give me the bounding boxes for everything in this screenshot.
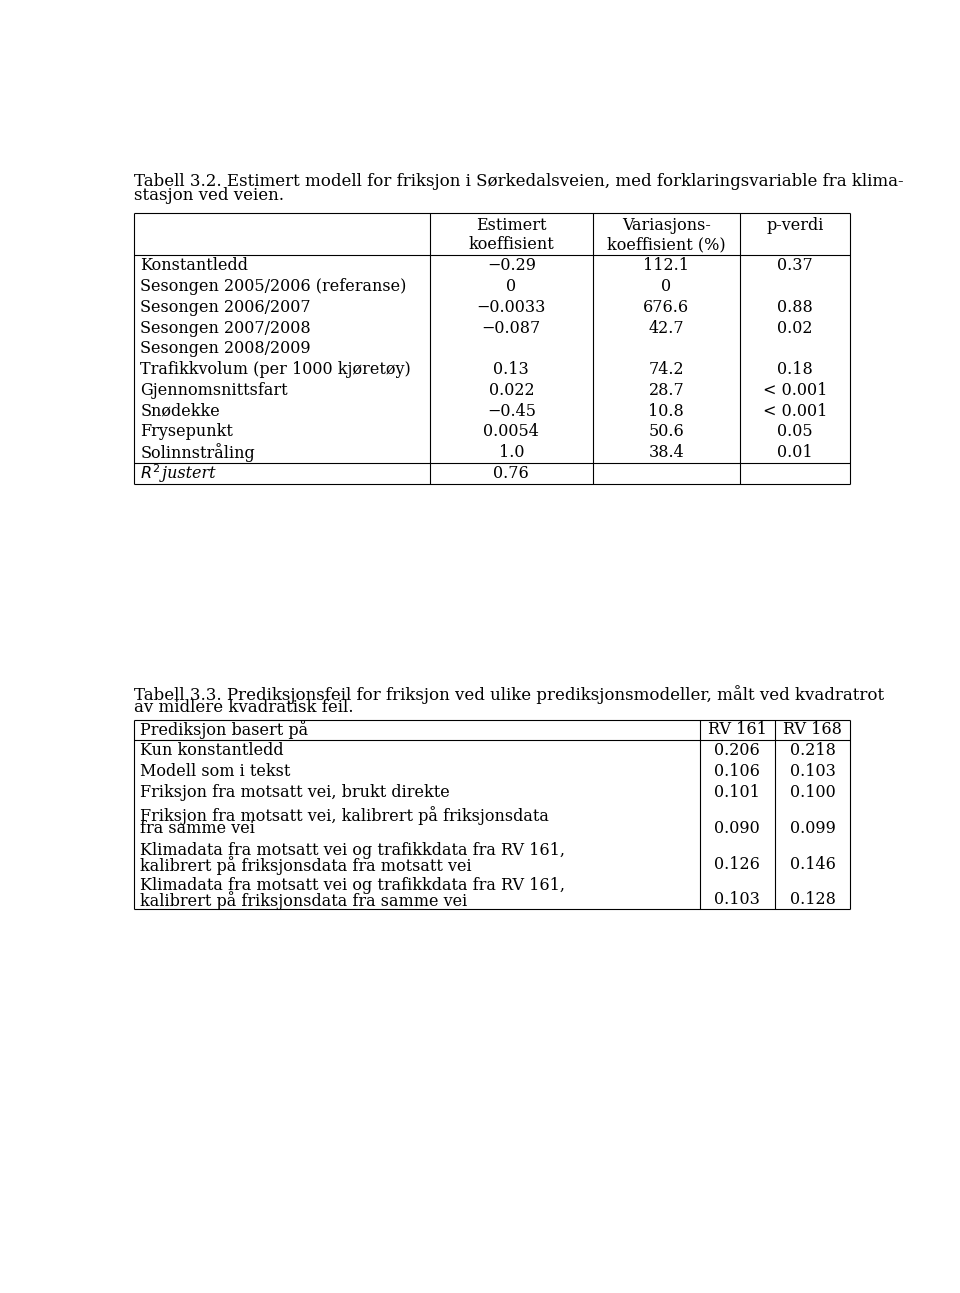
Text: 0.76: 0.76	[493, 465, 529, 482]
Text: $R^2$: $R^2$	[140, 464, 160, 482]
Text: Frysepunkt: Frysepunkt	[140, 424, 233, 441]
Text: 0.128: 0.128	[789, 891, 835, 908]
Text: 0.88: 0.88	[778, 299, 813, 315]
Text: p-verdi: p-verdi	[766, 217, 824, 234]
Text: 0.02: 0.02	[778, 319, 813, 336]
Text: 112.1: 112.1	[643, 257, 689, 274]
Text: fra samme vei: fra samme vei	[140, 821, 255, 838]
Text: Solinnstråling: Solinnstråling	[140, 443, 255, 462]
Text: 0.101: 0.101	[714, 784, 760, 800]
Text: 0.13: 0.13	[493, 361, 529, 378]
Text: kalibrert på friksjonsdata fra motsatt vei: kalibrert på friksjonsdata fra motsatt v…	[140, 856, 471, 875]
Text: 10.8: 10.8	[649, 402, 684, 420]
Text: −0.29: −0.29	[487, 257, 536, 274]
Text: < 0.001: < 0.001	[763, 381, 828, 400]
Text: Friksjon fra motsatt vei, kalibrert på friksjonsdata: Friksjon fra motsatt vei, kalibrert på f…	[140, 807, 549, 825]
Text: 50.6: 50.6	[649, 424, 684, 441]
Text: Sesongen 2005/2006 (referanse): Sesongen 2005/2006 (referanse)	[140, 278, 406, 295]
Text: Tabell 3.2. Estimert modell for friksjon i Sørkedalsveien, med forklaringsvariab: Tabell 3.2. Estimert modell for friksjon…	[134, 173, 903, 190]
Text: −0.087: −0.087	[482, 319, 541, 336]
Text: 0.126: 0.126	[714, 856, 760, 873]
Text: av midlere kvadratisk feil.: av midlere kvadratisk feil.	[134, 698, 353, 716]
Text: RV 161: RV 161	[708, 721, 767, 738]
Text: 1.0: 1.0	[498, 445, 524, 462]
Text: RV 168: RV 168	[783, 721, 842, 738]
Text: Konstantledd: Konstantledd	[140, 257, 248, 274]
Text: 0.103: 0.103	[789, 763, 835, 780]
Text: Estimert
koeffisient: Estimert koeffisient	[468, 217, 554, 253]
Text: 0: 0	[506, 278, 516, 295]
Text: 0.218: 0.218	[789, 742, 835, 759]
Text: 0.103: 0.103	[714, 891, 760, 908]
Text: 0.18: 0.18	[778, 361, 813, 378]
Text: 0.05: 0.05	[778, 424, 813, 441]
Text: Sesongen 2007/2008: Sesongen 2007/2008	[140, 319, 311, 336]
Text: 0: 0	[661, 278, 671, 295]
Text: 0.099: 0.099	[789, 821, 835, 838]
Text: kalibrert på friksjonsdata fra samme vei: kalibrert på friksjonsdata fra samme vei	[140, 891, 468, 910]
Text: Friksjon fra motsatt vei, brukt direkte: Friksjon fra motsatt vei, brukt direkte	[140, 784, 450, 800]
Text: stasjon ved veien.: stasjon ved veien.	[134, 186, 284, 204]
Text: 0.37: 0.37	[778, 257, 813, 274]
Text: < 0.001: < 0.001	[763, 402, 828, 420]
Text: −0.45: −0.45	[487, 402, 536, 420]
Text: Trafikkvolum (per 1000 kjøretøy): Trafikkvolum (per 1000 kjøretøy)	[140, 361, 411, 378]
Text: 0.090: 0.090	[714, 821, 760, 838]
Text: Snødekke: Snødekke	[140, 402, 220, 420]
Text: 0.100: 0.100	[789, 784, 835, 800]
Text: Klimadata fra motsatt vei og trafikkdata fra RV 161,: Klimadata fra motsatt vei og trafikkdata…	[140, 842, 565, 859]
Text: Modell som i tekst: Modell som i tekst	[140, 763, 291, 780]
Text: 38.4: 38.4	[649, 445, 684, 462]
Text: 42.7: 42.7	[649, 319, 684, 336]
Text: Gjennomsnittsfart: Gjennomsnittsfart	[140, 381, 288, 400]
Text: Klimadata fra motsatt vei og trafikkdata fra RV 161,: Klimadata fra motsatt vei og trafikkdata…	[140, 878, 565, 895]
Text: 0.146: 0.146	[789, 856, 835, 873]
Text: Kun konstantledd: Kun konstantledd	[140, 742, 284, 759]
Text: Sesongen 2008/2009: Sesongen 2008/2009	[140, 340, 311, 357]
Text: justert: justert	[157, 465, 216, 482]
Text: Tabell 3.3. Prediksjonsfeil for friksjon ved ulike prediksjonsmodeller, målt ved: Tabell 3.3. Prediksjonsfeil for friksjon…	[134, 685, 884, 703]
Text: −0.0033: −0.0033	[477, 299, 546, 315]
Text: 0.01: 0.01	[778, 445, 813, 462]
Text: 0.0054: 0.0054	[484, 424, 540, 441]
Text: Sesongen 2006/2007: Sesongen 2006/2007	[140, 299, 311, 315]
Text: Variasjons-
koeffisient (%): Variasjons- koeffisient (%)	[607, 217, 726, 253]
Text: 0.206: 0.206	[714, 742, 760, 759]
Text: Prediksjon basert på: Prediksjon basert på	[140, 720, 308, 740]
Text: 676.6: 676.6	[643, 299, 689, 315]
Text: 0.106: 0.106	[714, 763, 760, 780]
Text: 28.7: 28.7	[649, 381, 684, 400]
Text: 74.2: 74.2	[649, 361, 684, 378]
Text: 0.022: 0.022	[489, 381, 534, 400]
